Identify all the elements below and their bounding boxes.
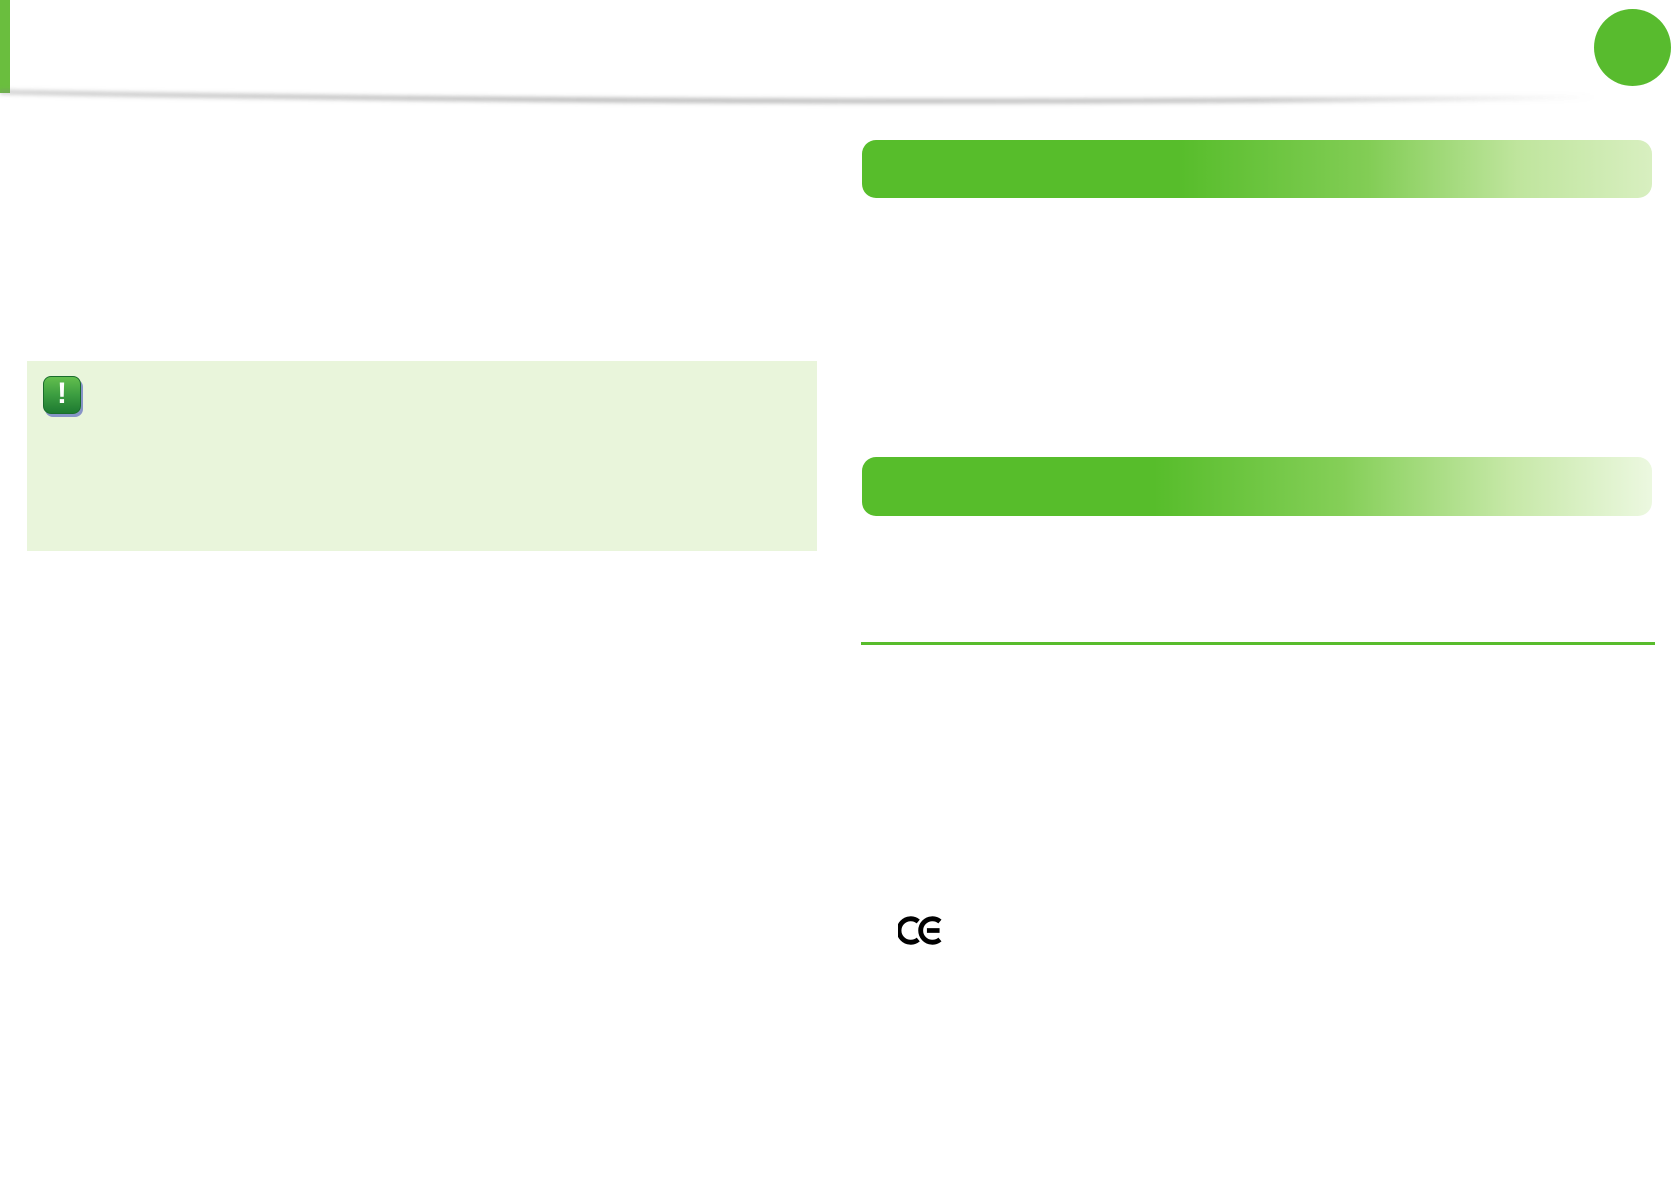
section-divider-line	[861, 642, 1655, 645]
caution-note-box: !	[27, 361, 817, 551]
alert-exclamation-icon: !	[43, 376, 81, 414]
page-number-circle	[1594, 9, 1671, 86]
section-header-bar-2	[862, 457, 1652, 516]
header-shadow-swoosh	[0, 89, 1678, 104]
alert-icon-glyph: !	[57, 377, 67, 410]
ce-certification-icon	[898, 916, 942, 945]
section-header-bar-1	[862, 140, 1652, 198]
left-accent-tab	[0, 0, 10, 93]
